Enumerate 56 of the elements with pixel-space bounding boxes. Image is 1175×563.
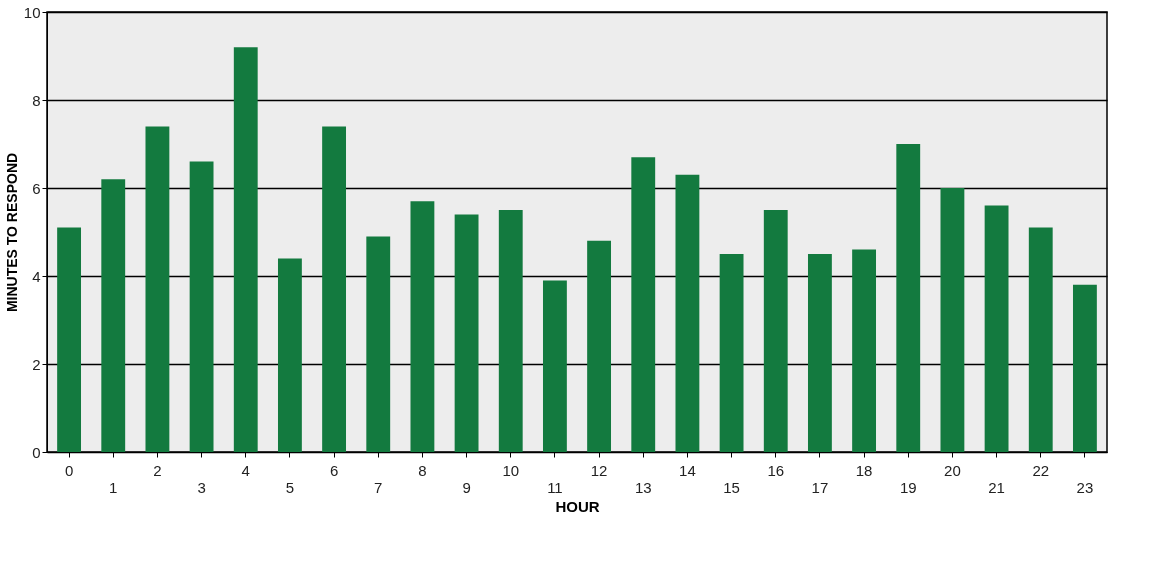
x-tick-label: 22 bbox=[1032, 461, 1050, 479]
x-tick-label: 12 bbox=[590, 461, 608, 479]
y-axis-title: MINUTES TO RESPOND bbox=[3, 152, 20, 313]
bar bbox=[366, 236, 391, 452]
bar bbox=[277, 258, 302, 452]
bar bbox=[852, 249, 877, 452]
bar bbox=[675, 174, 700, 452]
x-tick-label: 4 bbox=[241, 461, 250, 479]
y-tick-label: 0 bbox=[32, 443, 41, 461]
bar bbox=[454, 214, 479, 452]
bar bbox=[57, 227, 82, 452]
y-tick-label: 4 bbox=[32, 267, 41, 285]
bar bbox=[145, 126, 170, 452]
x-tick-label: 0 bbox=[64, 461, 74, 479]
bar bbox=[719, 254, 744, 452]
y-tick-label: 2 bbox=[32, 355, 41, 373]
x-tick-label: 8 bbox=[418, 461, 427, 479]
bar bbox=[410, 201, 435, 452]
bar bbox=[896, 144, 921, 452]
x-tick-label: 14 bbox=[679, 461, 696, 479]
x-tick-label: 21 bbox=[988, 478, 1005, 496]
x-tick-label: 23 bbox=[1076, 478, 1094, 496]
x-tick-label: 17 bbox=[811, 478, 829, 496]
x-tick-label: 10 bbox=[502, 461, 520, 479]
y-tick-label: 10 bbox=[23, 3, 41, 21]
x-tick-label: 11 bbox=[547, 478, 563, 496]
bar bbox=[763, 210, 788, 452]
bar bbox=[101, 179, 126, 452]
x-tick-label: 15 bbox=[723, 478, 740, 496]
y-tick-label: 8 bbox=[32, 91, 41, 109]
x-tick-label: 19 bbox=[899, 478, 917, 496]
x-tick-label: 20 bbox=[944, 461, 961, 479]
bar bbox=[984, 205, 1009, 452]
y-tick-label: 6 bbox=[32, 179, 41, 197]
x-tick-label: 1 bbox=[109, 478, 118, 496]
x-tick-label: 13 bbox=[634, 478, 652, 496]
x-tick-label: 18 bbox=[855, 461, 873, 479]
bar bbox=[587, 240, 612, 452]
bar bbox=[498, 210, 523, 452]
x-axis-title: HOUR bbox=[555, 497, 600, 515]
bar bbox=[631, 157, 656, 452]
bar bbox=[542, 280, 567, 452]
x-tick-label: 3 bbox=[197, 478, 206, 496]
bar bbox=[940, 188, 965, 452]
bar bbox=[1028, 227, 1053, 452]
bar bbox=[233, 47, 258, 452]
x-tick-label: 6 bbox=[329, 461, 339, 479]
bar bbox=[322, 126, 347, 452]
bar bbox=[189, 161, 214, 452]
x-tick-label: 16 bbox=[767, 461, 785, 479]
x-tick-label: 2 bbox=[153, 461, 162, 479]
bar bbox=[1072, 284, 1097, 452]
x-tick-label: 7 bbox=[374, 478, 383, 496]
x-tick-label: 5 bbox=[285, 478, 295, 496]
x-tick-label: 9 bbox=[462, 478, 471, 496]
bar bbox=[807, 254, 832, 452]
